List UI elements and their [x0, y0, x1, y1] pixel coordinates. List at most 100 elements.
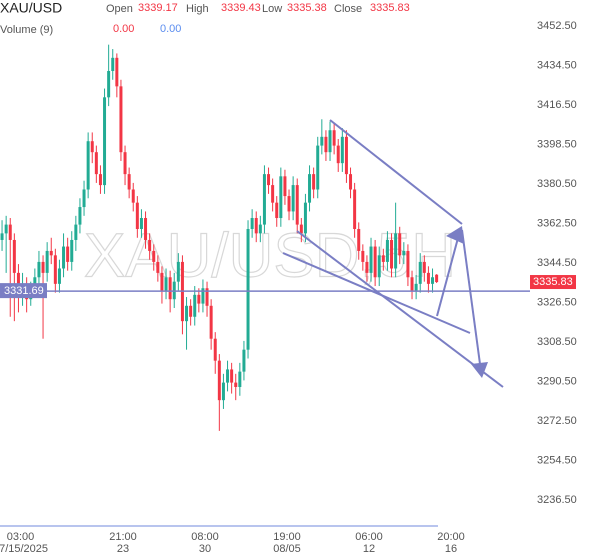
candle-body: [74, 224, 78, 240]
candle-body: [213, 338, 217, 361]
candle-body: [164, 277, 168, 291]
candle-body: [144, 218, 148, 240]
candle-body: [275, 202, 279, 219]
candle-body: [324, 136, 328, 153]
ohlc-value: 3335.38: [287, 2, 327, 14]
candle-body: [287, 196, 291, 212]
candle-body: [8, 224, 12, 240]
trend-line: [282, 252, 471, 334]
candle-body: [131, 189, 135, 203]
candle-body: [353, 189, 357, 229]
y-tick-label: 3272.50: [537, 415, 577, 427]
candle-body: [316, 145, 320, 190]
candle-body: [435, 274, 439, 283]
drawings: [282, 119, 504, 388]
x-tick-label: 06:00: [355, 531, 383, 543]
y-tick-label: 3434.50: [537, 59, 577, 71]
x-tick-date: 08/05: [273, 543, 301, 555]
candle-body: [4, 224, 8, 234]
candle-body: [308, 174, 312, 203]
candle-body: [197, 294, 201, 304]
candle-body: [49, 250, 53, 256]
candle-body: [242, 349, 246, 372]
volume-label: Volume (9): [0, 24, 53, 36]
candle-body: [221, 382, 225, 401]
candle-body: [234, 382, 238, 387]
x-tick-label: 08:00: [191, 531, 219, 543]
x-tick-label: 20:00: [437, 531, 465, 543]
y-tick-label: 3380.50: [537, 178, 577, 190]
x-tick-label: 19:00: [273, 531, 301, 543]
ohlc-label: Low: [262, 3, 282, 15]
candle-body: [185, 305, 189, 322]
candle-body: [12, 239, 16, 273]
y-tick-label: 3290.50: [537, 375, 577, 387]
trend-line: [296, 230, 504, 388]
arrow: [436, 237, 459, 317]
candle-body: [340, 136, 344, 164]
arrow-head: [471, 362, 488, 378]
candle-body: [160, 272, 164, 291]
symbol: XAU/USD: [0, 0, 62, 16]
candle-body: [94, 152, 98, 175]
candle-body: [98, 174, 102, 186]
candle-body: [361, 250, 365, 262]
candle-body: [107, 70, 111, 98]
candle-body: [238, 371, 242, 387]
candle-body: [394, 233, 398, 269]
ohlc-value: 3339.17: [138, 2, 178, 14]
candle-body: [283, 176, 287, 197]
candle-body: [365, 261, 369, 273]
candle-body: [119, 86, 123, 153]
candle-body: [139, 218, 143, 229]
candle-body: [86, 141, 90, 190]
candle-body: [414, 283, 418, 291]
candle-body: [45, 250, 49, 273]
candle-body: [78, 207, 82, 225]
ohlc-value: 3339.43: [221, 2, 261, 14]
candle-body: [209, 305, 213, 339]
watermark: XAU/USD,5H: [84, 221, 456, 290]
candle-body: [279, 176, 283, 219]
candle-body: [369, 246, 373, 273]
candle-body: [70, 239, 74, 262]
x-tick-date: 23: [117, 543, 129, 555]
candle-body: [385, 239, 389, 262]
candle-body: [156, 261, 160, 273]
candle-body: [320, 136, 324, 146]
y-tick-label: 3254.50: [537, 454, 577, 466]
candle-body: [303, 202, 307, 234]
x-tick-date: 07/15/2025: [0, 543, 48, 555]
candle-body: [373, 246, 377, 278]
candle-body: [349, 174, 353, 190]
price-line-tag: [0, 283, 47, 299]
candle-body: [176, 261, 180, 282]
candle-body: [299, 224, 303, 234]
candle-body: [127, 174, 131, 190]
candle-body: [57, 268, 61, 284]
candle-body: [135, 202, 139, 229]
volume-value: 0.00: [113, 23, 134, 35]
y-tick-label: 3362.50: [537, 217, 577, 229]
candle-body: [230, 369, 234, 383]
candle-body: [37, 261, 41, 278]
y-tick-label: 3416.50: [537, 99, 577, 111]
last-price-tag: [530, 275, 576, 290]
candle-body: [82, 189, 86, 208]
candle-body: [90, 141, 94, 153]
candle-body: [258, 224, 262, 234]
candle-body: [398, 233, 402, 256]
candle-body: [262, 174, 266, 225]
candle-body: [377, 255, 381, 278]
candle-body: [312, 174, 316, 190]
candle-body: [152, 250, 156, 262]
candle-body: [291, 185, 295, 212]
candle-body: [422, 261, 426, 273]
candle-body: [332, 130, 336, 146]
price-line-label: 3331.69: [4, 285, 44, 297]
candle-body: [254, 218, 258, 234]
plot: [0, 44, 439, 431]
candle-body: [201, 288, 205, 304]
candle-body: [250, 218, 254, 229]
candle-body: [62, 246, 66, 269]
